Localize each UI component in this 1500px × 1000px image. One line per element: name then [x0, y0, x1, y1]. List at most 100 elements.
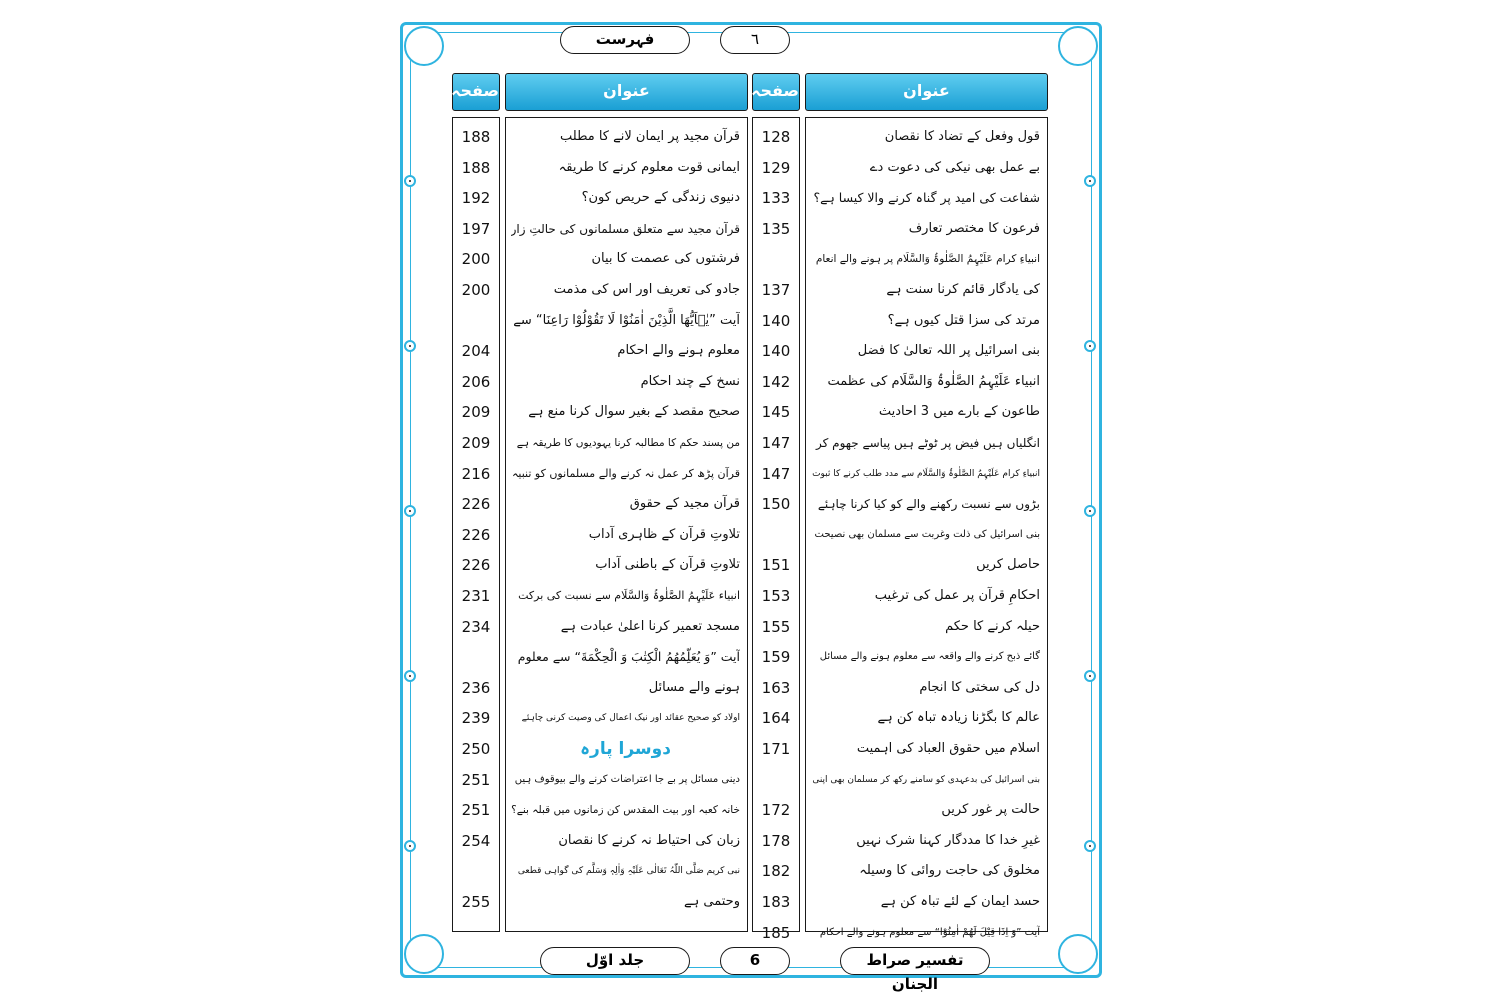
entry-page: 209	[461, 403, 491, 422]
entry-page: 183	[761, 893, 791, 911]
entry-title: بنی اسرائیل کی ذلت وغربت سے مسلمان بھی ن…	[814, 528, 1040, 540]
entry-page: 197	[461, 219, 491, 238]
entry-title: معلوم ہونے والے احکام	[617, 343, 740, 359]
entry-title: قول وفعل کے تضاد کا نقصان	[884, 129, 1040, 144]
entry-title: ہونے والے مسائل	[648, 679, 740, 695]
title-cell	[505, 117, 748, 932]
entry-title: طاعون کے بارے میں 3 احادیث	[878, 404, 1040, 420]
entry-title: قرآن پڑھ کر عمل نہ کرنے والے مسلمانوں کو…	[511, 466, 740, 480]
entry-page: 151	[761, 556, 791, 575]
entry-title: قرآن مجید پر ایمان لانے کا مطلب	[560, 129, 740, 144]
entry-page: 231	[461, 587, 491, 605]
entry-page: 145	[761, 403, 791, 422]
entry-title: حسد ایمان کے لئے تباہ کن ہے	[880, 894, 1040, 909]
page-title: فہرست	[560, 26, 690, 54]
ornamental-frame	[400, 22, 1102, 978]
entry-page: 200	[461, 250, 491, 269]
entry-title: قرآن مجید کے حقوق	[629, 496, 740, 512]
entry-title: صحیح مقصد کے بغیر سوال کرنا منع ہے	[528, 404, 740, 420]
page-heading: صفحہ	[451, 73, 500, 111]
entry-page: 188	[461, 128, 491, 146]
entry-title: اسلام میں حقوق العباد کی اہمیت	[856, 741, 1040, 756]
book-title: تفسیر صراط الجنان	[840, 947, 990, 993]
entry-title: مرتد کی سزا قتل کیوں ہے؟	[887, 312, 1040, 328]
entry-page: 226	[461, 525, 491, 544]
entry-page: 172	[761, 801, 791, 820]
frame-dot	[404, 505, 416, 517]
volume: جلد اوّل	[540, 947, 690, 975]
column-heading: عنوان	[505, 73, 748, 111]
entry-page: 239	[461, 709, 491, 728]
entry-page: 163	[761, 678, 791, 697]
entry-title: انگلیاں ہیں فیض پر ٹوٹے ہیں پیاسے جھوم ک…	[816, 436, 1040, 450]
entry-title: حاصل کریں	[976, 557, 1040, 573]
entry-title: من پسند حکم کا مطالبہ کرنا یہودیوں کا طر…	[516, 437, 740, 449]
entry-page: 255	[461, 893, 491, 911]
entry-page: 251	[461, 770, 491, 789]
frame-dot	[1084, 670, 1096, 682]
frame-dot	[1084, 505, 1096, 517]
entry-page: 135	[761, 219, 791, 238]
entry-title: آیت ”یٰۤاَیُّهَا الَّذِیْنَ اٰمَنُوْا لَ…	[513, 312, 740, 328]
column-heading: عنوان	[805, 73, 1048, 111]
entry-title: عالم کا بگڑنا زیادہ تباہ کن ہے	[877, 710, 1040, 726]
entry-page: 137	[761, 281, 791, 299]
entry-title: دینی مسائل پر بے جا اعتراضات کرنے والے ب…	[514, 773, 740, 785]
page-cell	[452, 117, 500, 932]
entry-title: بنی اسرائیل کی بدعہدی کو سامنے رکھ کر مس…	[812, 774, 1040, 785]
entry-page: 133	[761, 189, 791, 208]
entry-page: 226	[461, 495, 491, 514]
entry-page: 129	[761, 158, 791, 177]
entry-page: 209	[461, 434, 491, 452]
entry-title: بنی اسرائیل پر اللہ تعالیٰ کا فضل	[857, 343, 1040, 359]
entry-page: 206	[461, 372, 491, 391]
entry-title: دنیوی زندگی کے حریص کون؟	[581, 190, 740, 206]
title-cell	[805, 117, 1048, 932]
entry-page: 164	[761, 709, 791, 728]
part-heading: دوسرا پارہ	[580, 739, 671, 759]
entry-title: شفاعت کی امید پر گناہ کرنے والا کیسا ہے؟	[813, 190, 1040, 206]
entry-title: تلاوتِ قرآن کے باطنی آداب	[595, 557, 740, 573]
entry-title: ایمانی قوت معلوم کرنے کا طریقہ	[558, 159, 740, 175]
frame-dot	[404, 670, 416, 682]
entry-title: نسخ کے چند احکام	[640, 373, 740, 389]
entry-page: 171	[761, 740, 791, 758]
entry-title: آیت ”وَ اِذَا قِیْلَ لَهُمْ اٰمِنُوْا“ س…	[819, 926, 1040, 938]
entry-page: 250	[461, 740, 491, 758]
entry-page: 182	[761, 862, 791, 881]
frame-dot	[1084, 840, 1096, 852]
entry-page: 185	[761, 923, 791, 942]
entry-page: 150	[761, 495, 791, 514]
entry-page: 236	[461, 678, 491, 697]
page-cell	[752, 117, 800, 932]
entry-page: 147	[761, 464, 791, 483]
entry-title: قرآن مجید سے متعلق مسلمانوں کی حالتِ زار	[511, 221, 740, 236]
entry-page: 254	[461, 831, 491, 850]
entry-page: 140	[761, 311, 791, 330]
entry-title: اولاد کو صحیح عقائد اور نیک اعمال کی وصی…	[521, 713, 740, 724]
entry-page: 155	[761, 617, 791, 636]
entry-title: خانہ کعبہ اور بیت المقدس کن زمانوں میں ق…	[511, 804, 740, 817]
entry-page: 128	[761, 128, 791, 146]
entry-title: حیلہ کرنے کا حکم	[945, 618, 1040, 634]
entry-page: 192	[461, 189, 491, 208]
entry-page: 200	[461, 281, 491, 299]
entry-page: 226	[461, 556, 491, 575]
entry-page: 188	[461, 158, 491, 177]
entry-page: 234	[461, 617, 491, 636]
entry-page: 153	[761, 587, 791, 605]
entry-title: انبیاء عَلَیْہِمُ الصَّلٰوۃُ وَالسَّلَام…	[827, 373, 1040, 389]
entry-title: دل کی سختی کا انجام	[919, 679, 1040, 695]
entry-page: 159	[761, 648, 791, 667]
entry-page: 140	[761, 342, 791, 361]
entry-title: غیرِ خدا کا مددگار کہنا شرک نہیں	[856, 832, 1040, 848]
page-heading: صفحہ	[751, 73, 800, 111]
entry-title: وحتمی ہے	[684, 894, 740, 909]
frame-corner	[1058, 934, 1098, 974]
entry-page: 147	[761, 434, 791, 452]
frame-dot	[404, 175, 416, 187]
entry-title: نبی کریم صَلَّی اللّٰہُ تَعَالٰی عَلَیْہ…	[517, 866, 740, 877]
frame-dot	[1084, 175, 1096, 187]
entry-title: فرشتوں کی عصمت کا بیان	[591, 251, 740, 267]
